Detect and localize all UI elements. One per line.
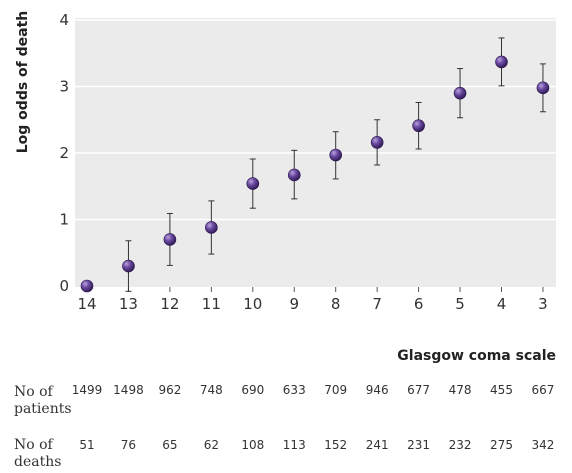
x-axis-ticks: 14 13 12 11 10 9 8 7 6 5 4 3 xyxy=(77,287,548,313)
data-point-7 xyxy=(370,136,384,149)
patients-row-label-line1: No of xyxy=(14,384,55,400)
deaths-count-7: 241 xyxy=(366,438,389,452)
deaths-count-4: 275 xyxy=(490,438,513,452)
patients-count-3: 667 xyxy=(531,383,554,397)
y-tick-label-2: 2 xyxy=(59,144,69,162)
deaths-count-10: 108 xyxy=(241,438,264,452)
patients-count-8: 709 xyxy=(324,383,347,397)
x-axis-label: Glasgow coma scale xyxy=(397,348,556,364)
data-point-12 xyxy=(163,233,177,246)
deaths-count-6: 231 xyxy=(407,438,430,452)
data-point-5 xyxy=(453,86,467,100)
patients-count-4: 455 xyxy=(490,383,513,397)
deaths-count-12: 65 xyxy=(162,438,177,452)
grid-lines xyxy=(75,19,556,221)
y-axis-label: Log odds of death xyxy=(15,11,31,154)
x-tick-label-10: 10 xyxy=(243,295,262,313)
deaths-row-label-line2: deaths xyxy=(14,454,61,470)
y-tick-label-3: 3 xyxy=(59,78,69,96)
deaths-count-3: 342 xyxy=(531,438,554,452)
patients-count-13: 1498 xyxy=(113,383,144,397)
y-axis-ticks: 0 1 2 3 4 xyxy=(59,11,69,295)
patients-count-12: 962 xyxy=(158,383,181,397)
x-tick-label-7: 7 xyxy=(372,295,382,313)
x-tick-label-9: 9 xyxy=(289,295,299,313)
deaths-row-label-line1: No of xyxy=(14,437,55,453)
x-tick-label-6: 6 xyxy=(414,295,424,313)
y-tick-label-4: 4 xyxy=(59,11,69,29)
patients-count-14: 1499 xyxy=(72,383,103,397)
patients-count-5: 478 xyxy=(449,383,472,397)
deaths-count-8: 152 xyxy=(324,438,347,452)
patients-count-11: 748 xyxy=(200,383,223,397)
x-tick-label-5: 5 xyxy=(455,295,465,313)
x-tick-label-8: 8 xyxy=(331,295,341,313)
x-tick-label-3: 3 xyxy=(538,295,548,313)
deaths-count-13: 76 xyxy=(121,438,136,452)
deaths-count-9: 113 xyxy=(283,438,306,452)
y-tick-label-0: 0 xyxy=(59,277,69,295)
data-point-8 xyxy=(329,148,343,162)
data-point-10 xyxy=(246,177,260,190)
patients-count-10: 690 xyxy=(241,383,264,397)
patients-count-6: 677 xyxy=(407,383,430,397)
deaths-count-14: 51 xyxy=(79,438,94,452)
data-point-6 xyxy=(412,119,425,133)
data-point-3 xyxy=(536,81,550,95)
data-point-4 xyxy=(495,55,508,69)
data-point-9 xyxy=(287,168,301,182)
x-tick-label-14: 14 xyxy=(77,295,96,313)
deaths-count-11: 62 xyxy=(204,438,219,452)
x-tick-label-12: 12 xyxy=(160,295,179,313)
x-tick-label-11: 11 xyxy=(202,295,221,313)
counts-table: No of patients No of deaths 1499 1498 962 7… xyxy=(14,383,554,470)
x-tick-label-13: 13 xyxy=(119,295,138,313)
data-point-13 xyxy=(122,259,135,273)
patients-count-9: 633 xyxy=(283,383,306,397)
x-tick-label-4: 4 xyxy=(497,295,507,313)
data-points xyxy=(80,55,550,293)
patients-row-label-line2: patients xyxy=(14,401,72,417)
y-tick-label-1: 1 xyxy=(59,211,69,229)
data-point-14 xyxy=(80,279,94,293)
data-point-11 xyxy=(205,221,218,234)
patients-count-7: 946 xyxy=(366,383,389,397)
deaths-count-5: 232 xyxy=(449,438,472,452)
